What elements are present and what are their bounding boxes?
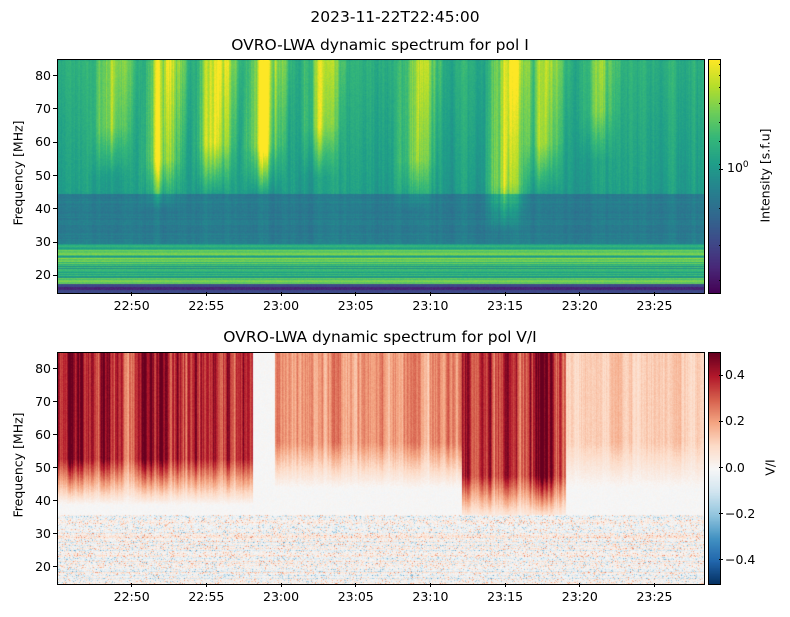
colorbar-minor-tick [719,245,721,247]
colorbar-label-vi: V/I [762,459,778,476]
colorbar-minor-tick [719,86,721,88]
colorbar-tick-mark [719,374,723,376]
y-tick-mark [53,108,57,110]
panel-title-pol-i: OVRO-LWA dynamic spectrum for pol I [231,36,529,54]
x-tick-label: 23:10 [412,298,449,313]
y-tick-mark [53,141,57,143]
y-tick-label: 50 [35,459,51,475]
x-tick-mark [205,583,207,587]
y-tick-label: 40 [35,492,51,508]
x-tick-label: 23:25 [636,298,673,313]
x-tick-label: 23:00 [263,589,300,604]
y-tick-label: 40 [35,200,51,216]
y-tick-mark [53,434,57,435]
colorbar-tick-label: 0.0 [725,459,745,475]
x-tick-mark [429,292,431,296]
x-tick-mark [280,583,282,587]
panel-title-pol-vi: OVRO-LWA dynamic spectrum for pol V/I [223,328,537,346]
x-tick-label: 23:20 [561,298,598,313]
y-tick-label: 30 [35,234,51,250]
x-tick-label: 23:25 [636,589,673,604]
colorbar-minor-tick [719,280,721,282]
x-tick-label: 22:55 [188,589,225,604]
figure-title: 2023-11-22T22:45:00 [310,8,480,26]
x-tick-label: 23:15 [487,298,524,313]
x-tick-label: 22:50 [113,298,150,313]
y-tick-mark [53,175,57,176]
x-tick-mark [355,292,357,296]
intensity-heatmap [57,59,705,294]
x-tick-mark [579,292,581,296]
x-tick-label: 23:10 [412,589,449,604]
y-tick-label: 50 [35,167,51,183]
y-tick-mark [53,368,57,369]
y-tick-mark [53,467,57,468]
vi-heatmap [57,352,705,585]
colorbar-major-tick [719,168,723,170]
y-tick-mark [53,75,57,77]
x-tick-mark [280,292,282,296]
x-tick-mark [504,292,506,296]
y-tick-mark [53,500,57,501]
colorbar-minor-tick [719,103,721,105]
x-tick-mark [653,583,655,587]
y-tick-mark [53,533,57,534]
colorbar-minor-tick [719,63,721,65]
y-tick-mark [53,566,57,567]
colorbar-tick-label: 0.4 [725,367,745,383]
colorbar-tick-label: −0.2 [725,505,756,521]
x-tick-label: 22:55 [188,298,225,313]
x-tick-mark [355,583,357,587]
y-tick-mark [53,401,57,402]
colorbar-tick-label: 0.2 [725,413,745,429]
colorbar-minor-tick [719,140,721,142]
y-tick-label: 80 [35,360,51,376]
y-tick-label: 70 [35,393,51,409]
y-tick-label: 60 [35,134,51,150]
vi-colorbar [708,352,721,585]
y-tick-mark [53,241,57,243]
colorbar-tick-label: 100 [727,159,749,175]
intensity-colorbar [708,59,721,294]
colorbar-minor-tick [719,208,721,210]
x-tick-label: 23:20 [561,589,598,604]
colorbar-tick-mark [719,467,723,468]
colorbar-minor-tick [719,163,721,165]
y-tick-label: 30 [35,525,51,541]
x-tick-mark [653,292,655,296]
colorbar-minor-tick [719,121,721,123]
x-tick-label: 23:15 [487,589,524,604]
x-tick-mark [579,583,581,587]
y-tick-label: 20 [35,267,51,283]
x-tick-mark [504,583,506,587]
x-tick-mark [205,292,207,296]
y-tick-label: 20 [35,558,51,574]
x-tick-label: 23:00 [263,298,300,313]
x-tick-label: 23:05 [337,298,374,313]
x-tick-mark [131,292,133,296]
x-tick-label: 23:05 [337,589,374,604]
colorbar-tick-mark [719,513,723,515]
x-tick-mark [131,583,133,587]
x-tick-label: 22:50 [113,589,150,604]
y-tick-mark [53,274,57,276]
y-tick-label: 70 [35,100,51,116]
colorbar-label-intensity: Intensity [s.f.u] [757,128,773,223]
colorbar-tick-mark [719,420,723,422]
colorbar-minor-tick [719,75,721,77]
x-tick-mark [429,583,431,587]
y-tick-mark [53,208,57,210]
colorbar-tick-label: −0.4 [725,551,756,567]
y-tick-label: 60 [35,426,51,442]
colorbar-tick-mark [719,559,723,561]
y-tick-label: 80 [35,67,51,83]
